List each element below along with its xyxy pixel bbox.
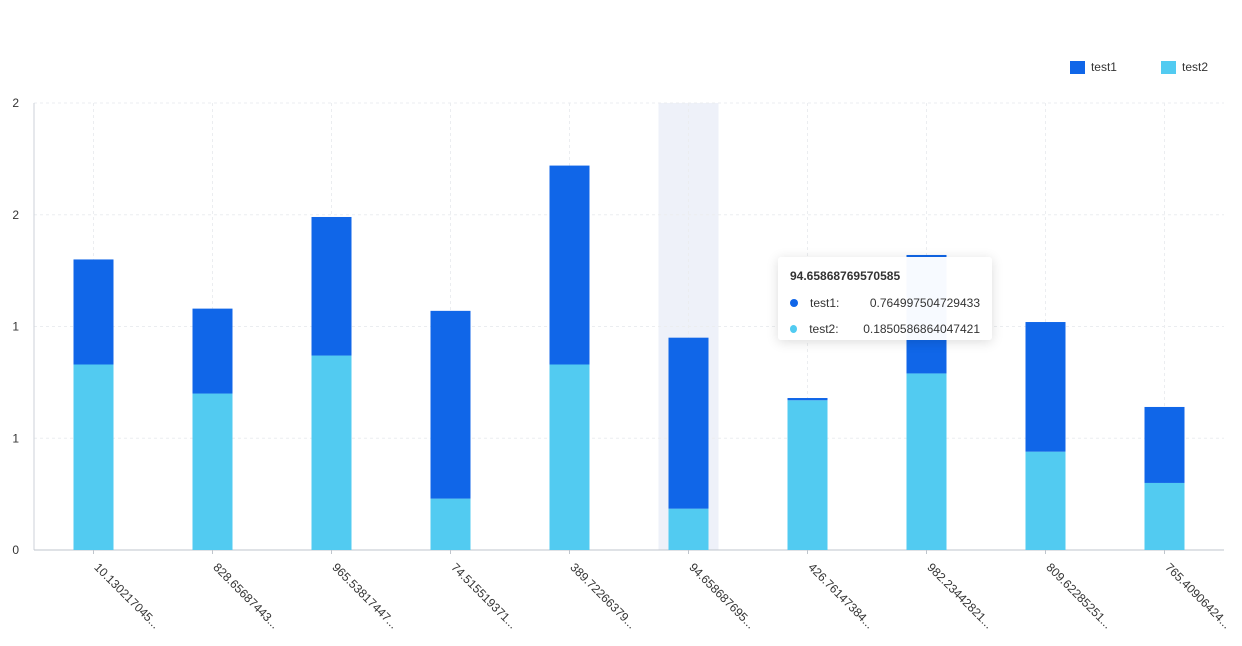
- tooltip-row-test1: test1: 0.764997504729433: [790, 295, 980, 311]
- bar-test2: [73, 364, 114, 550]
- y-tick-label: 1: [12, 431, 19, 445]
- tooltip-row-test2: test2: 0.1850586864047421: [790, 321, 980, 337]
- x-tick-label: 426.76147384...: [805, 560, 876, 631]
- legend: test1 test2: [1069, 60, 1208, 74]
- tooltip: 94.65868769570585 test1: 0.7649975047294…: [778, 257, 992, 340]
- legend-label-test2: test2: [1181, 60, 1208, 74]
- x-tick-label: 10.130217045...: [91, 560, 162, 631]
- bar-test1: [192, 308, 233, 394]
- bar-test2: [549, 364, 590, 550]
- bar-test2: [192, 393, 233, 550]
- y-tick-label: 1: [12, 320, 19, 334]
- x-tick-label: 94.658687695...: [686, 560, 757, 631]
- y-tick-label: 2: [12, 208, 19, 222]
- tooltip-series-name: test1:: [809, 296, 840, 310]
- bar-test1: [549, 165, 590, 365]
- bar-test1: [1144, 406, 1185, 483]
- bar-test2: [1144, 482, 1185, 550]
- tooltip-series-value: 0.1850586864047421: [863, 322, 980, 336]
- tooltip-series-value: 0.764997504729433: [869, 296, 980, 310]
- y-tick-label: 0: [12, 543, 19, 557]
- bar-test1: [668, 337, 709, 509]
- bar-test2: [430, 498, 471, 550]
- bar-test2: [906, 373, 947, 550]
- bar-test1: [430, 310, 471, 499]
- bar-test1: [73, 259, 114, 365]
- x-tick-label: 828.65687443...: [210, 560, 281, 631]
- bar-test1: [787, 398, 828, 401]
- legend-swatch-test1: [1069, 60, 1085, 74]
- x-tick-label: 965.53817447...: [329, 560, 400, 631]
- tooltip-series-name: test2:: [809, 322, 839, 336]
- bar-test2: [787, 400, 828, 550]
- tooltip-dot-test2: [790, 325, 798, 333]
- tooltip-title: 94.65868769570585: [790, 269, 901, 283]
- x-tick-label: 74.515519371...: [448, 560, 519, 631]
- legend-swatch-test2: [1160, 60, 1176, 74]
- legend-label-test1: test1: [1090, 60, 1117, 74]
- x-tick-label: 389.72266379...: [567, 560, 638, 631]
- bar-test1: [1025, 322, 1066, 452]
- x-tick-label: 765.40906424...: [1162, 560, 1233, 631]
- legend-item-test2[interactable]: test2: [1160, 60, 1208, 74]
- x-tick-label: 982.23442821...: [924, 560, 995, 631]
- bar-test2: [311, 355, 352, 550]
- tooltip-dot-test1: [790, 299, 798, 307]
- y-tick-label: 2: [12, 96, 19, 110]
- bar-test1: [311, 216, 352, 356]
- x-tick-label: 809.62285251...: [1043, 560, 1114, 631]
- legend-item-test1[interactable]: test1: [1069, 60, 1117, 74]
- bar-test2: [1025, 451, 1066, 550]
- bar-test2: [668, 508, 709, 550]
